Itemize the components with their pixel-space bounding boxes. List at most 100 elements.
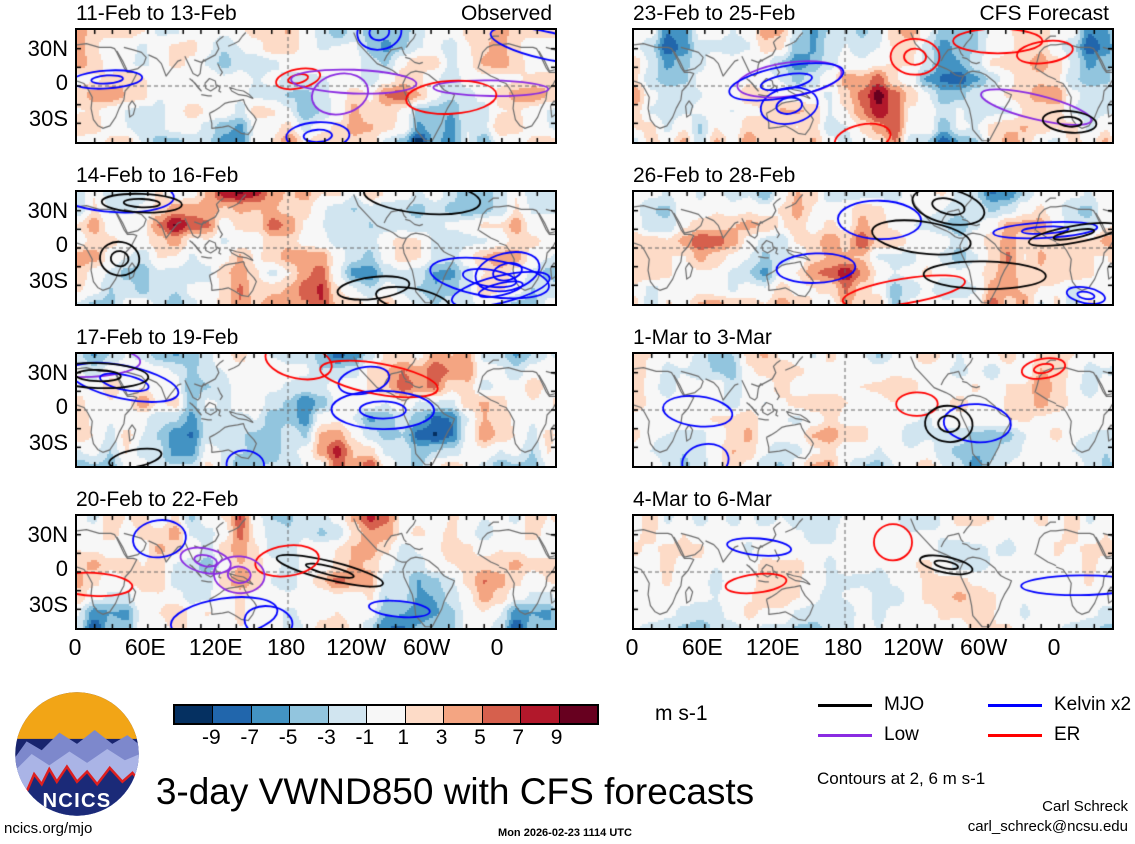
y-tick: 30S <box>28 430 68 455</box>
x-tick: 60E <box>124 634 166 660</box>
colorbar-tick-label: 3 <box>435 726 448 749</box>
y-tick: 30N <box>27 198 68 223</box>
panel-fcst-2: 26-Feb to 28-Feb <box>632 164 1114 306</box>
legend-item-kelvin: Kelvin x2 <box>988 694 1131 716</box>
colorbar-cell <box>328 706 368 723</box>
colorbar <box>173 704 599 725</box>
panel-fcst-3: 1-Mar to 3-Mar <box>632 326 1114 468</box>
map-canvas <box>632 514 1114 630</box>
kelvin-line-swatch <box>988 703 1042 707</box>
colorbar-tick-label: -5 <box>278 726 298 749</box>
colorbar-tick-label: -7 <box>240 726 260 749</box>
colorbar-tick-label: 5 <box>474 726 486 749</box>
column-label-observed: Observed <box>460 2 552 25</box>
colorbar-cell <box>444 706 483 723</box>
legend-item-low: Low <box>818 724 919 746</box>
x-axis-right: 0 60E 120E 180 120W 60W 0 <box>626 634 1110 664</box>
credit-email: carl_schreck@ncsu.edu <box>967 818 1128 835</box>
legend-label: Kelvin x2 <box>1054 694 1132 715</box>
y-tick: 0 <box>55 394 68 419</box>
x-tick: 120W <box>326 634 387 660</box>
logo-sky <box>15 692 139 739</box>
panel-title: 14-Feb to 16-Feb <box>76 164 239 187</box>
colorbar-cell <box>367 706 406 723</box>
y-tick: 30S <box>28 268 68 293</box>
x-tick: 60W <box>403 634 451 660</box>
colorbar-cell <box>290 706 329 723</box>
colorbar-tick-label: 1 <box>397 726 410 749</box>
x-tick: 120E <box>188 634 243 660</box>
colorbar-cell <box>213 706 252 723</box>
x-tick: 0 <box>1047 634 1061 660</box>
legend-item-mjo: MJO <box>818 694 924 716</box>
colorbar-cell <box>251 706 291 723</box>
map-canvas <box>632 352 1114 468</box>
colorbar-cell <box>521 706 560 723</box>
x-tick: 60E <box>681 634 723 660</box>
credit-name: Carl Schreck <box>1042 798 1128 815</box>
colorbar-tick-label: 9 <box>550 726 563 749</box>
map-canvas <box>75 352 557 468</box>
map-canvas <box>75 28 557 144</box>
y-tick: 30S <box>28 106 68 131</box>
logo-red-ridge-line <box>15 764 139 794</box>
map-canvas <box>75 514 557 630</box>
logo-text: NCICS <box>42 790 111 812</box>
ncics-logo: NCICS <box>15 692 139 816</box>
legend-label: MJO <box>884 694 925 715</box>
x-tick: 180 <box>266 634 306 660</box>
colorbar-tick-label: -9 <box>202 726 221 749</box>
panel-title: 4-Mar to 6-Mar <box>633 488 772 511</box>
panel-obs-2: 14-Feb to 16-Feb <box>75 164 557 306</box>
site-url: ncics.org/mjo <box>4 820 93 837</box>
legend-label: ER <box>1054 724 1081 745</box>
panel-obs-3: 17-Feb to 19-Feb <box>75 326 557 468</box>
panel-title: 11-Feb to 13-Feb <box>76 2 237 25</box>
x-tick: 0 <box>490 634 504 660</box>
legend-item-er: ER <box>988 724 1080 746</box>
map-canvas <box>632 190 1114 306</box>
legend-label: Low <box>884 724 919 745</box>
y-tick: 30S <box>28 592 68 617</box>
x-axis-left: 0 60E 120E 180 120W 60W 0 <box>69 634 553 664</box>
panel-title: 23-Feb to 25-Feb <box>633 2 796 25</box>
timestamp: Mon 2026-02-23 1114 UTC <box>498 827 632 839</box>
x-tick: 120W <box>883 634 944 660</box>
y-tick: 0 <box>55 556 68 581</box>
panel-title: 20-Feb to 22-Feb <box>76 488 239 511</box>
colorbar-cell <box>405 706 445 723</box>
map-canvas <box>75 190 557 306</box>
y-tick: 30N <box>27 360 68 385</box>
panel-fcst-4: 4-Mar to 6-Mar <box>632 488 1114 630</box>
er-line-swatch <box>988 733 1042 737</box>
colorbar-cell <box>559 706 597 723</box>
y-tick: 0 <box>55 232 68 257</box>
panel-title: 1-Mar to 3-Mar <box>633 326 772 349</box>
colorbar-tick-label: 7 <box>512 726 525 749</box>
x-tick: 0 <box>625 634 639 660</box>
colorbar-cell <box>482 706 522 723</box>
x-tick: 60W <box>960 634 1008 660</box>
map-canvas <box>632 28 1114 144</box>
colorbar-units: m s-1 <box>655 702 708 725</box>
colorbar-tick-label: -1 <box>355 726 375 749</box>
y-tick: 30N <box>27 522 68 547</box>
x-tick: 0 <box>68 634 82 660</box>
figure-title: 3-day VWND850 with CFS forecasts <box>155 771 755 812</box>
colorbar-cell <box>175 706 214 723</box>
colorbar-tick-label: -3 <box>317 726 336 749</box>
y-tick: 0 <box>55 70 68 95</box>
y-tick: 30N <box>27 36 68 61</box>
x-tick: 120E <box>745 634 800 660</box>
panel-obs-1: 11-Feb to 13-Feb Observed <box>75 2 557 144</box>
panel-obs-4: 20-Feb to 22-Feb <box>75 488 557 630</box>
panel-fcst-1: 23-Feb to 25-Feb CFS Forecast <box>632 2 1114 144</box>
x-tick: 180 <box>823 634 863 660</box>
contour-levels-note: Contours at 2, 6 m s-1 <box>817 769 986 788</box>
panel-title: 26-Feb to 28-Feb <box>633 164 796 187</box>
mjo-line-swatch <box>818 703 872 707</box>
column-label-forecast: CFS Forecast <box>979 2 1109 25</box>
low-line-swatch <box>818 733 872 737</box>
panel-title: 17-Feb to 19-Feb <box>76 326 239 349</box>
